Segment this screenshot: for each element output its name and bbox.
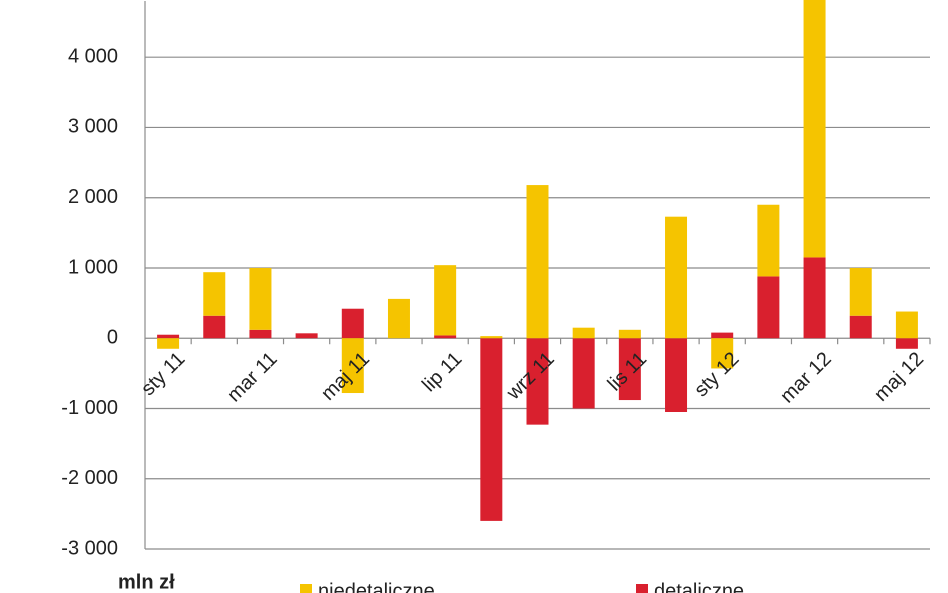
- x-tick-label: mar 11: [223, 348, 282, 407]
- y-tick-label: 0: [107, 327, 118, 349]
- legend-label: niedetaliczne: [318, 580, 435, 593]
- bar: [665, 216, 688, 339]
- bar: [849, 315, 872, 339]
- bar: [341, 308, 364, 339]
- bar: [434, 265, 457, 336]
- bar: [341, 338, 364, 394]
- y-tick-label: -1 000: [61, 397, 118, 419]
- bar: [157, 334, 180, 339]
- x-tick-label: mar 12: [776, 348, 836, 408]
- bar: [295, 333, 318, 339]
- bar: [203, 315, 226, 339]
- bar: [849, 267, 872, 316]
- bars: [157, 0, 918, 521]
- x-tick-label: maj 12: [870, 348, 928, 406]
- bar: [803, 257, 826, 339]
- unit-label: mln zł: [118, 571, 175, 593]
- legend-label: detaliczne: [654, 580, 744, 593]
- bar: [618, 329, 641, 339]
- bar: [480, 336, 503, 339]
- bar: [757, 276, 780, 339]
- y-tick-label: -2 000: [61, 467, 118, 489]
- bar: [711, 332, 734, 339]
- bar: [387, 298, 410, 339]
- y-tick-label: 2 000: [68, 186, 118, 208]
- bar: [618, 338, 641, 401]
- y-tick-label: 3 000: [68, 116, 118, 138]
- bar: [711, 338, 734, 369]
- bar: [480, 338, 503, 521]
- bar: [157, 338, 180, 349]
- bar: [526, 338, 549, 425]
- y-tick-label: 4 000: [68, 45, 118, 67]
- y-tick-label: -3 000: [61, 537, 118, 559]
- y-tick-label: 1 000: [68, 256, 118, 278]
- bar: [895, 311, 918, 339]
- bar: [434, 335, 457, 339]
- bar: [757, 204, 780, 277]
- bar: [803, 0, 826, 258]
- bar: [665, 338, 688, 412]
- bar: [203, 272, 226, 316]
- legend-swatch: [636, 584, 648, 593]
- bar: [895, 338, 918, 349]
- bar: [249, 329, 272, 339]
- bar: [572, 327, 595, 339]
- bar: [249, 267, 272, 330]
- x-tick-label: lip 11: [418, 348, 466, 396]
- bar: [526, 185, 549, 339]
- bar: [572, 338, 595, 409]
- legend-swatch: [300, 584, 312, 593]
